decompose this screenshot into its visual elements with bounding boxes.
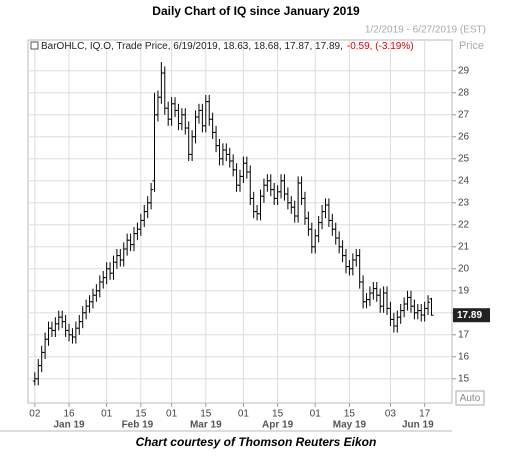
y-tick-label: 23 bbox=[458, 197, 470, 208]
month-label: Jan 19 bbox=[53, 420, 85, 431]
month-label: Mar 19 bbox=[190, 420, 222, 431]
last-price-box bbox=[453, 308, 490, 323]
x-tick-label: 02 bbox=[29, 409, 41, 420]
x-tick-label: 03 bbox=[385, 409, 397, 420]
plot-frame bbox=[27, 39, 453, 404]
axis-label: Price bbox=[459, 40, 484, 52]
y-tick-label: 28 bbox=[458, 87, 470, 98]
y-tick-label: 25 bbox=[458, 153, 470, 164]
auto-button[interactable] bbox=[455, 390, 485, 406]
auto-label: Auto bbox=[460, 393, 481, 404]
legend-icon bbox=[30, 41, 39, 50]
legend-text: BarOHLC, IQ.O, Trade Price, 6/19/2019, 1… bbox=[41, 41, 343, 52]
last-price-label: 17.89 bbox=[457, 310, 482, 321]
y-tick-label: 24 bbox=[458, 175, 470, 186]
y-tick-label: 15 bbox=[458, 373, 470, 384]
date-range: 1/2/2019 - 6/27/2019 (EST) bbox=[365, 25, 486, 36]
x-tick-label: 15 bbox=[344, 409, 356, 420]
x-tick-label: 01 bbox=[166, 409, 178, 420]
x-tick-label: 01 bbox=[310, 409, 322, 420]
y-tick-label: 22 bbox=[458, 219, 470, 230]
month-label: Feb 19 bbox=[122, 420, 154, 431]
y-tick-label: 16 bbox=[458, 351, 470, 362]
x-tick-label: 01 bbox=[238, 409, 250, 420]
x-tick-label: 15 bbox=[135, 409, 147, 420]
x-tick-label: 17 bbox=[419, 409, 431, 420]
y-tick-label: 17 bbox=[458, 329, 470, 340]
x-tick-label: 15 bbox=[272, 409, 284, 420]
x-tick-label: 16 bbox=[63, 409, 75, 420]
footer: Chart courtesy of Thomson Reuters Eikon bbox=[136, 435, 377, 449]
x-tick-label: 15 bbox=[200, 409, 212, 420]
legend-change: -0.59, (-3.19%) bbox=[347, 41, 414, 52]
legend: BarOHLC, IQ.O, Trade Price, 6/19/2019, 1… bbox=[41, 41, 414, 52]
y-tick-label: 26 bbox=[458, 131, 470, 142]
month-label: May 19 bbox=[333, 420, 367, 431]
y-tick-label: 29 bbox=[458, 65, 470, 76]
chart-title: Daily Chart of IQ since January 2019 bbox=[152, 4, 360, 18]
month-label: Jun 19 bbox=[402, 420, 434, 431]
y-tick-label: 20 bbox=[458, 263, 470, 274]
x-tick-label: 01 bbox=[101, 409, 113, 420]
y-tick-label: 21 bbox=[458, 241, 470, 252]
y-tick-label: 27 bbox=[458, 109, 470, 120]
month-label: Apr 19 bbox=[262, 420, 294, 431]
y-tick-label: 19 bbox=[458, 285, 470, 296]
